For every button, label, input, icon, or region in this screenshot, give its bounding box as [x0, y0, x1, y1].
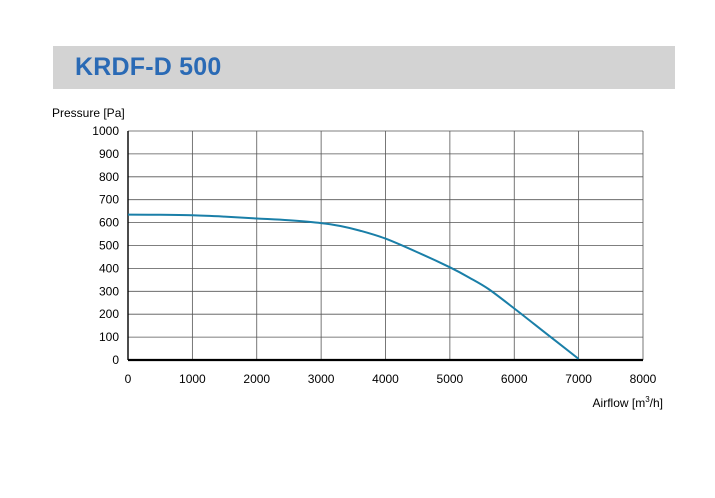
x-tick-label: 4000 — [372, 372, 399, 386]
y-tick-label: 800 — [99, 170, 119, 184]
x-tick-label: 8000 — [630, 372, 657, 386]
y-tick-label: 600 — [99, 216, 119, 230]
y-axis-label: Pressure [Pa] — [52, 106, 125, 120]
chart-title: KRDF-D 500 — [75, 53, 222, 81]
x-axis-label-main: Airflow [m — [593, 396, 646, 410]
x-axis-label-superscript: 3 — [645, 395, 650, 404]
x-axis-label-end: /h] — [650, 396, 663, 410]
x-tick-label: 6000 — [501, 372, 528, 386]
x-tick-label: 7000 — [565, 372, 592, 386]
chart-grid — [128, 130, 644, 360]
chart-title-bar: KRDF-D 500 — [53, 46, 675, 89]
fan-curve-line — [127, 213, 580, 360]
y-tick-label: 700 — [99, 193, 119, 207]
y-tick-label: 100 — [99, 330, 119, 344]
y-tick-label: 400 — [99, 261, 119, 275]
y-tick-labels: 0 100 200 300 400 500 600 700 800 900 1000 — [92, 124, 119, 367]
x-tick-label: 1000 — [179, 372, 206, 386]
x-tick-label: 2000 — [243, 372, 270, 386]
y-tick-label: 200 — [99, 307, 119, 321]
y-tick-label: 1000 — [92, 124, 119, 138]
y-tick-label: 900 — [99, 147, 119, 161]
x-axis-label: Airflow [m3/h] — [593, 395, 663, 410]
x-tick-label: 3000 — [308, 372, 335, 386]
y-tick-label: 500 — [99, 239, 119, 253]
x-tick-label: 5000 — [437, 372, 464, 386]
x-tick-label: 0 — [125, 372, 132, 386]
y-tick-label: 0 — [112, 353, 119, 367]
chart-axes — [127, 131, 643, 362]
x-tick-labels: 0 1000 2000 3000 4000 5000 6000 7000 8000 — [125, 372, 657, 386]
y-tick-label: 300 — [99, 284, 119, 298]
